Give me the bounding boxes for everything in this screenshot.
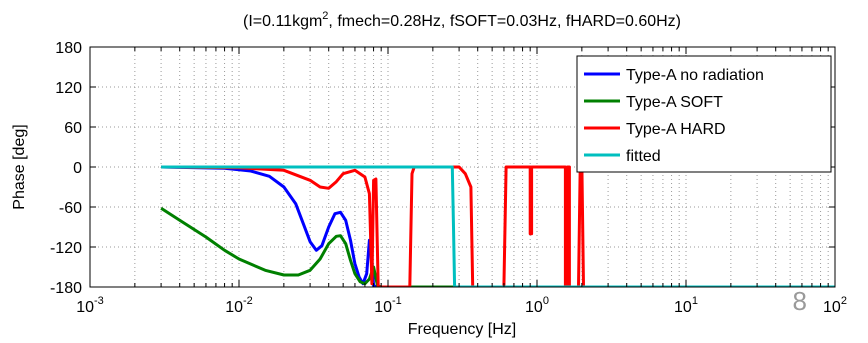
y-tick-label: -120 <box>50 240 82 257</box>
chart-title: (I=0.11kgm2, fmech=0.28Hz, fSOFT=0.03Hz,… <box>243 10 681 30</box>
series-line-3 <box>161 165 835 287</box>
y-tick-label: 0 <box>73 160 82 177</box>
page-number: 8 <box>793 286 807 316</box>
x-tick-label: 10-2 <box>225 295 253 316</box>
x-tick-label-base: 10 <box>374 299 392 316</box>
x-tick-label-exp: -3 <box>94 295 104 307</box>
x-axis-label: Frequency [Hz] <box>408 321 516 338</box>
x-tick-label: 10-3 <box>76 295 104 316</box>
y-tick-label: 60 <box>64 120 82 137</box>
x-tick-label-exp: -1 <box>392 295 402 307</box>
x-tick-label-exp: 0 <box>543 295 549 307</box>
series-line-4 <box>161 165 835 287</box>
x-tick-label-exp: 2 <box>841 295 847 307</box>
chart-title-prefix: (I=0.11kgm <box>243 13 322 30</box>
x-tick-label-exp: -2 <box>243 295 253 307</box>
y-tick-label: -60 <box>59 200 82 217</box>
y-tick-labels: 180 120 60 0 -60 -120 -180 <box>50 40 82 297</box>
x-tick-label-exp: 1 <box>692 295 698 307</box>
x-tick-label-base: 10 <box>76 299 94 316</box>
legend-label-3: Type-A HARD <box>626 121 726 138</box>
legend-label-1: Type-A no radiation <box>626 67 764 84</box>
series-layer <box>160 165 835 287</box>
tick-marks <box>89 46 836 288</box>
x-tick-label-base: 10 <box>225 299 243 316</box>
y-axis-label: Phase [deg] <box>11 124 28 209</box>
x-tick-label: 100 <box>525 295 549 316</box>
chart-title-suffix: , fmech=0.28Hz, fSOFT=0.03Hz, fHARD=0.60… <box>328 13 681 30</box>
legend-label-2: Type-A SOFT <box>626 94 723 111</box>
x-tick-label: 101 <box>674 295 698 316</box>
x-tick-label-base: 10 <box>674 299 692 316</box>
x-tick-label: 102 <box>823 295 847 316</box>
x-tick-labels: 10-3 10-2 10-1 100 101 102 <box>76 295 847 316</box>
series-line-1 <box>161 165 835 287</box>
legend: Type-A no radiation Type-A SOFT Type-A HAR… <box>576 55 832 173</box>
y-tick-label: 180 <box>55 40 82 57</box>
y-tick-label: 120 <box>55 80 82 97</box>
legend-label-4: fitted <box>626 148 661 165</box>
x-tick-label-base: 10 <box>823 299 841 316</box>
series-line-2 <box>160 207 835 287</box>
y-tick-label: -180 <box>50 280 82 297</box>
x-tick-label: 10-1 <box>374 295 402 316</box>
x-tick-label-base: 10 <box>525 299 543 316</box>
chart-title-superscript: 2 <box>322 10 328 22</box>
